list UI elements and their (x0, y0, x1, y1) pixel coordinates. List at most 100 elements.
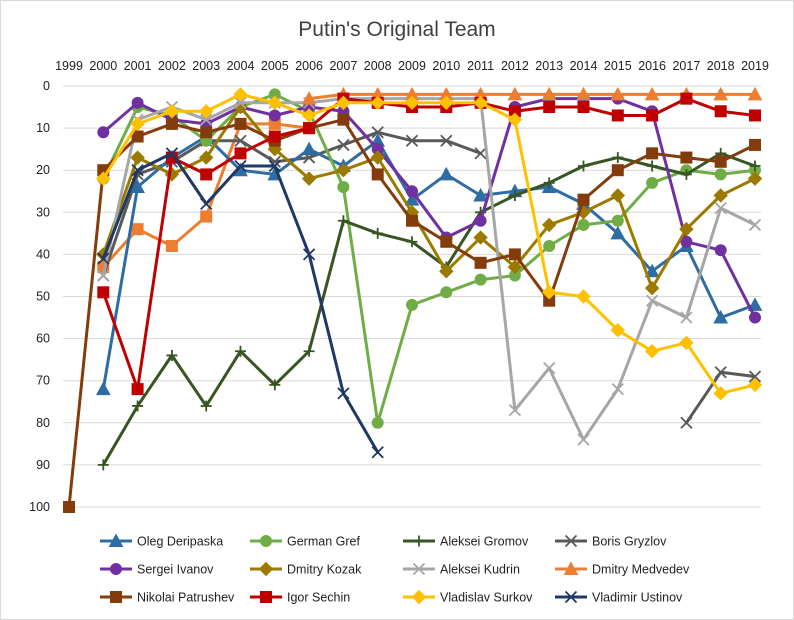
series-german-gref-point (543, 239, 556, 252)
series-nikolai-patrushev-point (440, 235, 453, 248)
series-dmitry-medvedev-early-point (131, 223, 144, 236)
legend-label: Sergei Ivanov (137, 563, 214, 577)
legend-item-german-gref: German Gref (250, 535, 360, 549)
series-igor-sechin-point (680, 92, 693, 105)
series-dmitry-kozak-point (301, 171, 317, 186)
legend-item-dmitry-kozak: Dmitry Kozak (250, 561, 362, 577)
series-german-gref-point (406, 298, 418, 311)
series-aleksei-gromov-point (543, 177, 555, 189)
series-dmitry-medvedev-point (507, 86, 523, 101)
series-german-gref-point (714, 168, 727, 181)
series-dmitry-medvedev-early-point (165, 239, 178, 252)
series-aleksei-gromov-point (97, 459, 109, 471)
series-vladimir-ustinov-point (165, 147, 179, 160)
legend-label: Vladimir Ustinov (592, 591, 683, 605)
series-vladislav-surkov-point (404, 95, 420, 111)
legend-dmitry-kozak-point (258, 561, 274, 577)
series-vladimir-ustinov-point (234, 159, 247, 173)
series-dmitry-kozak-point (473, 230, 488, 245)
series-aleksei-kudrin-point (611, 382, 624, 396)
series-oleg-deripaska-point (610, 225, 626, 240)
x-tick-label: 2005 (261, 59, 289, 73)
series-vladislav-surkov-point (370, 95, 385, 111)
series-aleksei-kudrin-point (577, 433, 590, 446)
legend-aleksei-kudrin-point (412, 562, 426, 576)
series-vladislav-surkov (96, 87, 763, 401)
x-tick-label: 2019 (741, 59, 769, 73)
series-vladislav-surkov-point (267, 95, 283, 111)
series-vladimir-ustinov-point (371, 446, 384, 459)
series-sergei-ivanov-line (101, 97, 757, 320)
series-aleksei-gromov-point (680, 168, 692, 180)
series-oleg-deripaska-point (95, 381, 111, 396)
legend-item-vladislav-surkov: Vladislav Surkov (403, 589, 533, 605)
series-aleksei-gromov-point (749, 160, 761, 172)
series-nikolai-patrushev-point (749, 138, 761, 151)
legend-item-boris-gryzlov: Boris Gryzlov (555, 535, 667, 549)
x-tick-label: 2012 (501, 59, 529, 73)
series-dmitry-kozak-point (679, 221, 694, 237)
x-tick-label: 2008 (364, 59, 392, 73)
x-tick-label: 2007 (329, 59, 357, 73)
series-dmitry-medvedev-point (610, 86, 626, 101)
y-tick-label: 10 (36, 121, 50, 135)
series-vladimir-ustinov-point (200, 197, 213, 211)
series-dmitry-kozak-point (370, 150, 385, 165)
series-vladislav-surkov-point (164, 104, 180, 119)
x-tick-label: 2014 (570, 59, 598, 73)
series-igor-sechin-point (577, 101, 590, 114)
series-oleg-deripaska-point (747, 297, 763, 311)
y-tick-label: 50 (36, 290, 50, 304)
series-sergei-ivanov-point (714, 244, 727, 257)
series-aleksei-kudrin-point (543, 361, 556, 375)
x-tick-label: 2015 (604, 59, 632, 73)
series-igor-sechin-point (543, 101, 556, 114)
legend-label: Boris Gryzlov (592, 535, 667, 549)
x-tick-label: 2000 (89, 59, 117, 73)
series-vladimir-ustinov-point (302, 248, 316, 261)
series-igor-sechin-point (611, 109, 624, 122)
series-aleksei-gromov-point (509, 189, 521, 201)
series-igor-sechin-point (97, 286, 110, 299)
series-nikolai-patrushev-point (406, 214, 418, 227)
series-dmitry-kozak-point (610, 188, 626, 203)
legend-label: Oleg Deripaska (137, 535, 223, 549)
series-vladimir-ustinov (97, 147, 384, 459)
series-dmitry-kozak (96, 99, 763, 296)
x-tick-label: 1999 (55, 59, 83, 73)
series-dmitry-kozak-point (198, 150, 214, 165)
series-nikolai-patrushev-point (63, 501, 75, 513)
legend-sergei-ivanov-point (110, 563, 122, 575)
series-aleksei-gromov-point (372, 227, 384, 239)
legend-item-aleksei-kudrin: Aleksei Kudrin (403, 563, 520, 577)
series-boris-gryzlov (680, 366, 762, 429)
series-german-gref-point (371, 416, 384, 429)
series-aleksei-gromov-point (612, 152, 624, 164)
series-vladislav-surkov-point (541, 285, 557, 300)
x-tick-label: 2006 (295, 59, 323, 73)
series-dmitry-medvedev-point (576, 86, 591, 101)
series-dmitry-medvedev-point (747, 86, 763, 101)
series-vladislav-surkov-point (130, 116, 145, 132)
series-aleksei-kudrin-point (714, 201, 727, 215)
series-vladislav-surkov-point (473, 95, 488, 111)
series-nikolai-patrushev-point (234, 117, 247, 130)
series-aleksei-gromov-line (101, 151, 757, 467)
series-dmitry-kozak-point (541, 217, 557, 233)
series-vladimir-ustinov-point (337, 387, 350, 400)
series-aleksei-gromov-point (269, 379, 281, 391)
series-dmitry-medvedev-point (713, 86, 729, 101)
series-nikolai-patrushev-point (165, 117, 178, 130)
series-vladimir-ustinov-point (268, 159, 281, 173)
legend-boris-gryzlov-point (564, 534, 578, 548)
legend-item-aleksei-gromov: Aleksei Gromov (403, 535, 529, 549)
legend-label: Igor Sechin (287, 591, 350, 605)
legend-german-gref-point (260, 535, 272, 547)
gridlines (63, 85, 761, 508)
series-aleksei-gromov-point (337, 215, 349, 227)
x-tick-label: 2002 (158, 59, 186, 73)
series-boris-gryzlov-early-point (337, 138, 350, 152)
series-vladislav-surkov-point (96, 171, 111, 186)
axes: 0 10 20 30 40 50 60 70 80 90 100 1999 2000 2001 2002 20… (29, 59, 769, 514)
y-tick-label: 60 (36, 332, 50, 346)
